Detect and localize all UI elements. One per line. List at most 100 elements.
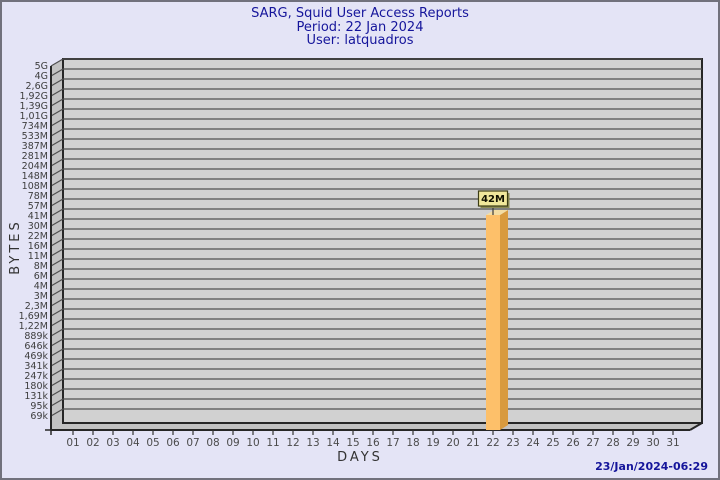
wall-depth-line [50,178,64,187]
wall-depth-line [50,388,64,397]
wall-depth-line [50,298,64,307]
wall-depth-line [50,268,64,277]
x-tick-label: 16 [366,437,380,449]
y-tick-label: 1,92G [19,91,48,102]
x-tick-label: 20 [446,437,459,449]
y-tick-label: 281M [22,151,48,162]
wall-depth-line [50,288,64,297]
floor-right-edge [689,422,703,431]
wall-depth-line [50,68,64,77]
left-wall [51,59,63,430]
wall-depth-line [50,248,64,257]
x-tick-label: 01 [66,437,79,449]
wall-depth-line [50,318,64,327]
wall-depth-line [50,208,64,217]
wall-depth-line [50,338,64,347]
x-tick-label: 25 [546,437,559,449]
x-tick-label: 23 [506,437,519,449]
x-tick-label: 30 [646,437,659,449]
x-tick-label: 03 [106,437,119,449]
chart-title-block: SARG, Squid User Access Reports Period: … [2,7,718,48]
x-tick-label: 15 [346,437,359,449]
x-tick-label: 04 [126,437,140,449]
wall-depth-line [50,368,64,377]
y-tick-label: 1,01G [19,111,48,122]
wall-depth-line [50,228,64,237]
y-tick-label: 180k [24,381,48,392]
y-tick-label: 1,22M [19,321,48,332]
y-tick-label: 4G [35,71,48,82]
wall-depth-line [50,108,64,117]
wall-depth-line [50,138,64,147]
y-tick-label: 16M [28,241,48,252]
y-tick-label: 1,39G [19,101,48,112]
y-tick-label: 95k [30,401,48,412]
wall-depth-line [50,408,64,417]
y-tick-label: 204M [22,161,48,172]
y-tick-label: 6M [34,271,48,282]
x-tick-label: 13 [306,437,319,449]
x-tick-label: 14 [326,437,340,449]
x-tick-label: 22 [486,437,499,449]
wall-depth-line [50,348,64,357]
x-tick-label: 19 [426,437,439,449]
y-tick-label: 78M [28,191,48,202]
y-tick-label: 341k [24,361,48,372]
wall-depth-line [50,88,64,97]
y-tick-label: 387M [22,141,48,152]
plot-back-wall [62,58,703,424]
x-tick-label: 08 [206,437,219,449]
x-tick-label: 21 [466,437,479,449]
wall-depth-line [50,278,64,287]
y-tick-label: 22M [28,231,48,242]
x-tick-label: 07 [186,437,199,449]
wall-depth-line [50,398,64,407]
y-tick-label: 2,6G [26,81,48,92]
bar-front-face [486,215,500,430]
wall-depth-line [50,128,64,137]
y-tick-label: 131k [24,391,48,402]
x-tick-label: 06 [166,437,180,449]
report-user: User: latquadros [306,33,414,48]
wall-depth-line [50,218,64,227]
y-tick-label: 247k [24,371,48,382]
value-label-box [477,190,509,207]
y-tick-label: 5G [35,61,48,72]
wall-depth-line [50,78,64,87]
bar-top-face [486,210,508,215]
y-tick-label: 11M [28,251,48,262]
bar-side-face [500,210,508,430]
wall-depth-line [50,98,64,107]
x-tick-label: 02 [86,437,99,449]
x-tick-label: 17 [386,437,399,449]
x-tick-label: 27 [586,437,599,449]
y-tick-label: 30M [28,221,48,232]
wall-depth-line [50,118,64,127]
y-tick-label: 108M [22,181,48,192]
wall-depth-line [50,188,64,197]
y-tick-label: 57M [28,201,48,212]
wall-depth-line [50,198,64,207]
y-tick-label: 889k [24,331,48,342]
x-tick-label: 29 [626,437,639,449]
wall-depth-line [50,258,64,267]
y-tick-label: 4M [34,281,48,292]
wall-depth-line [50,168,64,177]
wall-depth-line [50,238,64,247]
wall-depth-line [50,158,64,167]
x-tick-label: 18 [406,437,419,449]
y-tick-label: 41M [28,211,48,222]
y-tick-label: 2,3M [25,301,48,312]
y-tick-label: 533M [22,131,48,142]
x-tick-label: 12 [286,437,299,449]
wall-depth-line [50,358,64,367]
y-tick-label: 69k [30,411,48,422]
report-period: Period: 22 Jan 2024 [296,19,424,35]
y-tick-label: 469k [24,351,48,362]
bar-value-label: 42M [481,194,505,205]
generation-timestamp: 23/Jan/2024-06:29 [595,460,708,473]
y-tick-label: 734M [22,121,48,132]
x-tick-label: 26 [566,437,580,449]
